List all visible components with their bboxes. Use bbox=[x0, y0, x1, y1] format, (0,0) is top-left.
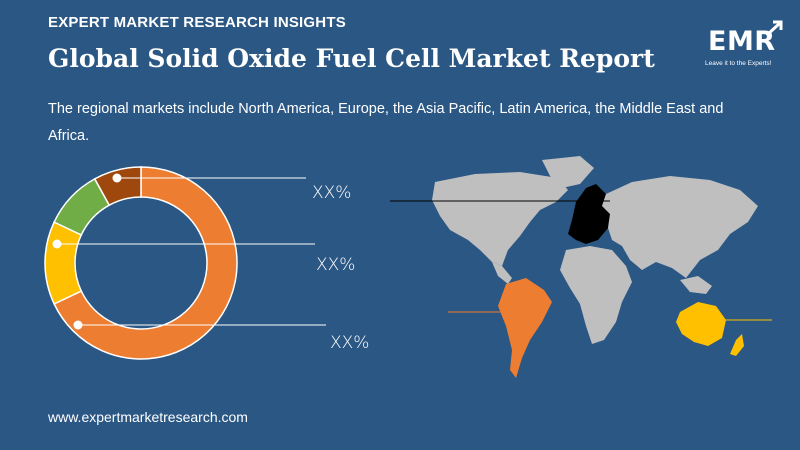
leader-dot-3 bbox=[73, 320, 83, 330]
world-map bbox=[390, 156, 772, 378]
arrow-icon bbox=[765, 20, 783, 37]
map-central-america bbox=[492, 262, 512, 284]
header-kicker: EXPERT MARKET RESEARCH INSIGHTS bbox=[48, 14, 346, 31]
map-new-zealand bbox=[730, 334, 744, 356]
leader-dot-2 bbox=[52, 239, 62, 249]
map-africa bbox=[560, 246, 632, 344]
donut-segment-4 bbox=[93, 166, 142, 207]
chart-label-2: XX% bbox=[316, 255, 356, 275]
chart-label-3: XX% bbox=[330, 333, 370, 353]
footer-url[interactable]: www.expertmarketresearch.com bbox=[48, 409, 248, 425]
map-europe bbox=[568, 184, 610, 244]
emr-logo: EMR Leave it to the Experts! bbox=[700, 20, 790, 74]
map-north-america bbox=[432, 172, 568, 266]
logo-tagline: Leave it to the Experts! bbox=[705, 60, 772, 67]
map-south-america bbox=[498, 278, 552, 378]
map-australia bbox=[676, 302, 726, 346]
leader-dot-1 bbox=[112, 173, 122, 183]
donut-segment-1 bbox=[53, 166, 238, 360]
page-title: Global Solid Oxide Fuel Cell Market Repo… bbox=[48, 44, 655, 73]
chart-label-1: XX% bbox=[312, 183, 352, 203]
map-asia bbox=[602, 176, 758, 278]
map-greenland bbox=[542, 156, 594, 188]
logo-text: EMR bbox=[708, 26, 776, 57]
page-description: The regional markets include North Ameri… bbox=[48, 101, 724, 144]
donut-segment-2 bbox=[44, 221, 83, 305]
map-southeast-asia bbox=[680, 276, 712, 294]
